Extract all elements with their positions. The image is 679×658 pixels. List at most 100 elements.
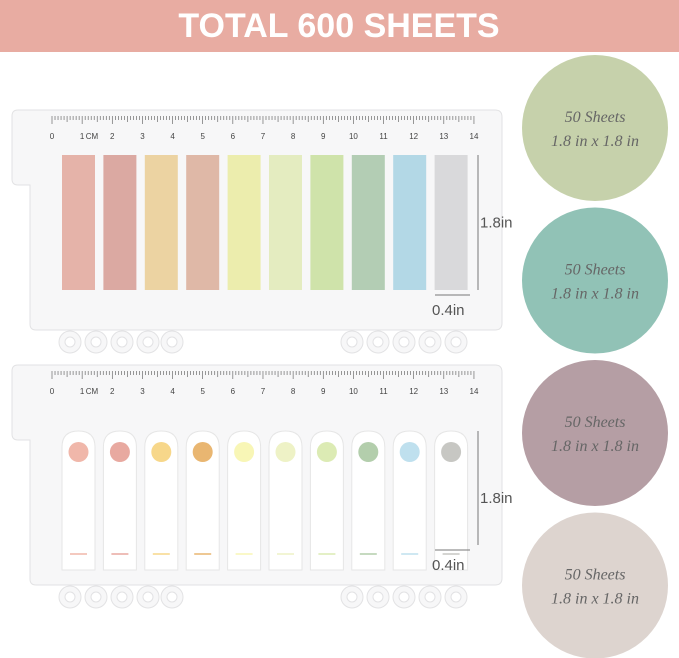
tab-dot xyxy=(109,442,130,462)
hanger-hole xyxy=(116,336,128,348)
tab xyxy=(227,430,262,571)
ruler-number: 2 xyxy=(110,132,115,141)
ruler-number: 5 xyxy=(200,387,205,396)
hanger-hole xyxy=(90,591,102,603)
tab xyxy=(392,430,427,571)
ruler-number: 0 xyxy=(50,387,55,396)
color-circle xyxy=(522,512,668,658)
tab xyxy=(268,430,303,571)
ruler-number: 6 xyxy=(231,387,236,396)
color-circle xyxy=(522,55,668,201)
strip xyxy=(103,155,137,290)
tab-dot xyxy=(192,442,213,462)
ruler-number: 13 xyxy=(439,387,448,396)
ruler-number: 8 xyxy=(291,387,296,396)
hanger-hole xyxy=(450,336,462,348)
tab xyxy=(309,430,344,571)
tab-dot xyxy=(316,442,337,462)
ruler-number: 7 xyxy=(261,387,266,396)
circle-sheets: 50 Sheets xyxy=(565,262,626,279)
tab-dot xyxy=(275,442,296,462)
ruler-number: 10 xyxy=(349,387,358,396)
width-label: 0.4in xyxy=(432,302,465,319)
strip xyxy=(62,155,95,290)
ruler-number: 10 xyxy=(349,132,358,141)
width-label: 0.4in xyxy=(432,557,465,574)
ruler-number: 0 xyxy=(50,132,55,141)
banner-title: TOTAL 600 SHEETS xyxy=(178,7,499,45)
hanger-hole xyxy=(346,591,358,603)
ruler-unit: CM xyxy=(86,387,99,396)
circle-size: 1.8 in x 1.8 in xyxy=(551,286,639,303)
ruler-number: 12 xyxy=(409,132,418,141)
circle-sheets: 50 Sheets xyxy=(565,567,626,584)
hanger-hole xyxy=(372,591,384,603)
tab-dot xyxy=(234,442,255,462)
hanger-hole xyxy=(450,591,462,603)
circle-size: 1.8 in x 1.8 in xyxy=(551,591,639,608)
circle-size: 1.8 in x 1.8 in xyxy=(551,438,639,455)
ruler-number: 11 xyxy=(379,387,388,396)
ruler-number: 3 xyxy=(140,387,145,396)
tab-dot xyxy=(358,442,379,462)
hanger-hole xyxy=(424,591,436,603)
ruler-number: 12 xyxy=(409,387,418,396)
tab xyxy=(351,430,386,571)
hanger-hole xyxy=(64,591,76,603)
ruler-number: 3 xyxy=(140,132,145,141)
hanger-hole xyxy=(398,591,410,603)
hanger-hole xyxy=(424,336,436,348)
height-label: 1.8in xyxy=(480,215,513,232)
circles: 50 Sheets 1.8 in x 1.8 in 50 Sheets 1.8 in … xyxy=(522,55,668,658)
ruler-number: 1 xyxy=(80,387,85,396)
hanger-hole xyxy=(90,336,102,348)
strip xyxy=(393,155,427,290)
hanger-hole xyxy=(166,591,178,603)
strip xyxy=(351,155,385,290)
tab xyxy=(434,430,469,571)
strip xyxy=(186,155,220,290)
ruler-number: 1 xyxy=(80,132,85,141)
ruler-number: 4 xyxy=(170,132,175,141)
ruler-number: 6 xyxy=(231,132,236,141)
ruler-number: 14 xyxy=(470,387,479,396)
tab-dot xyxy=(399,442,420,462)
ruler-number: 14 xyxy=(470,132,479,141)
strip xyxy=(227,155,261,290)
banner xyxy=(0,0,679,52)
tab xyxy=(102,430,137,571)
strip xyxy=(434,155,468,290)
hanger-hole xyxy=(398,336,410,348)
ruler-unit: CM xyxy=(86,132,99,141)
ruler-number: 11 xyxy=(379,132,388,141)
tab xyxy=(144,430,179,571)
ruler-number: 13 xyxy=(439,132,448,141)
ruler-number: 5 xyxy=(200,132,205,141)
ruler-number: 8 xyxy=(291,132,296,141)
tab-dot xyxy=(441,442,462,462)
hanger-hole xyxy=(64,336,76,348)
ruler-number: 7 xyxy=(261,132,266,141)
color-circle xyxy=(522,207,668,354)
ruler-number: 9 xyxy=(321,132,326,141)
tab-dot xyxy=(151,442,172,462)
hanger-hole xyxy=(142,591,154,603)
strip xyxy=(144,155,178,290)
circle-sheets: 50 Sheets xyxy=(565,109,626,126)
tab-dot xyxy=(68,442,89,462)
color-circle xyxy=(522,360,668,506)
strip xyxy=(269,155,302,290)
circle-size: 1.8 in x 1.8 in xyxy=(551,133,639,150)
strip xyxy=(310,155,344,290)
hanger-hole xyxy=(116,591,128,603)
hanger-hole xyxy=(346,336,358,348)
hanger-hole xyxy=(142,336,154,348)
tab xyxy=(61,430,96,571)
ruler-number: 2 xyxy=(110,387,115,396)
tab xyxy=(185,430,220,571)
hanger-hole xyxy=(372,336,384,348)
